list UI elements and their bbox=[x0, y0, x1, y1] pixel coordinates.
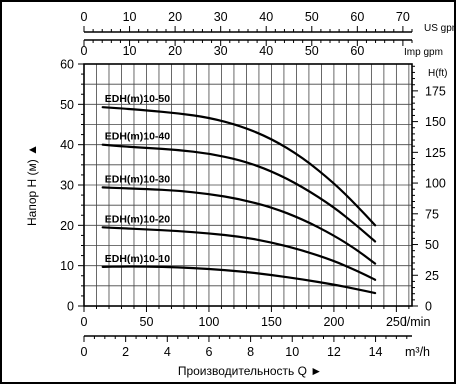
imp-gpm-tick-label: 20 bbox=[168, 44, 182, 58]
y-ft-tick-label: 150 bbox=[425, 115, 446, 129]
l-min-tick-label: 150 bbox=[261, 315, 282, 329]
us-gpm-tick-label: 40 bbox=[259, 10, 273, 24]
imp-gpm-tick-label: 10 bbox=[123, 44, 137, 58]
us-gpm-tick-label: 30 bbox=[214, 10, 228, 24]
series-line bbox=[101, 226, 377, 281]
imp-gpm-tick-label: 30 bbox=[214, 44, 228, 58]
imp-gpm-tick-label: 40 bbox=[259, 44, 273, 58]
m3h-tick-label: 10 bbox=[285, 345, 299, 359]
l-min-tick-label: 50 bbox=[140, 315, 154, 329]
m3h-tick-label: 14 bbox=[369, 345, 383, 359]
l-min-tick-label: 0 bbox=[81, 315, 88, 329]
y-ft-tick-label: 75 bbox=[425, 207, 439, 221]
grid-lines bbox=[84, 64, 412, 306]
y-ft-tick-label: 175 bbox=[425, 84, 446, 98]
imp-gpm-tick-label: 60 bbox=[350, 44, 364, 58]
y-ft-tick-label: 50 bbox=[425, 238, 439, 252]
y-ft-tick-label: 25 bbox=[425, 269, 439, 283]
y-m-tick-label: 60 bbox=[60, 58, 74, 72]
y-m-tick-label: 50 bbox=[60, 98, 74, 112]
m3h-tick-label: 6 bbox=[205, 345, 212, 359]
y-axis-title: Напор H (м) ▲ bbox=[25, 144, 39, 226]
series-group: EDH(m)10-50 EDH(m)10-40 EDH(m)10-30 EDH(m)1… bbox=[101, 93, 377, 295]
y-ft-unit-label: H(ft) bbox=[428, 68, 447, 79]
y-m-tick-label: 20 bbox=[60, 219, 74, 233]
us-gpm-tick-label: 60 bbox=[350, 10, 364, 24]
m3h-tick-label: 2 bbox=[122, 345, 129, 359]
l-min-unit-label: l/min bbox=[404, 315, 430, 329]
imp-gpm-tick-label: 0 bbox=[81, 44, 88, 58]
x-axis-title: Производительность Q ► bbox=[178, 364, 322, 378]
us-gpm-tick-label: 70 bbox=[396, 10, 410, 24]
series-label: EDH(m)10-30 bbox=[105, 173, 171, 185]
y-m-tick-label: 0 bbox=[67, 300, 74, 314]
series-line bbox=[101, 186, 377, 265]
m3h-tick-label: 12 bbox=[327, 345, 341, 359]
y-ft-tick-label: 0 bbox=[425, 300, 432, 314]
l-min-tick-label: 200 bbox=[323, 315, 344, 329]
series-label: EDH(m)10-20 bbox=[105, 213, 171, 225]
l-min-tick-label: 100 bbox=[199, 315, 220, 329]
y-m-tick-label: 40 bbox=[60, 138, 74, 152]
us-gpm-tick-label: 10 bbox=[123, 10, 137, 24]
imp-gpm-unit-label: Imp gpm bbox=[404, 47, 443, 58]
m3h-unit-label: m³/h bbox=[405, 345, 430, 359]
series-label: EDH(m)10-40 bbox=[105, 131, 171, 143]
series-line bbox=[101, 265, 377, 295]
us-gpm-unit-label: US gpm bbox=[424, 23, 456, 34]
series-label: EDH(m)10-10 bbox=[105, 253, 171, 265]
l-min-tick-label: 250 bbox=[386, 315, 407, 329]
y-m-tick-label: 30 bbox=[60, 179, 74, 193]
us-gpm-tick-label: 50 bbox=[305, 10, 319, 24]
us-gpm-tick-label: 0 bbox=[81, 10, 88, 24]
imp-gpm-tick-label: 50 bbox=[305, 44, 319, 58]
us-gpm-tick-label: 20 bbox=[168, 10, 182, 24]
series-line bbox=[101, 106, 377, 227]
y-ft-tick-label: 125 bbox=[425, 146, 446, 160]
y-m-tick-label: 10 bbox=[60, 259, 74, 273]
m3h-tick-label: 4 bbox=[164, 345, 171, 359]
m3h-tick-label: 0 bbox=[81, 345, 88, 359]
series-line bbox=[101, 143, 377, 243]
series-label: EDH(m)10-50 bbox=[105, 93, 171, 105]
y-ft-tick-label: 100 bbox=[425, 177, 446, 191]
m3h-tick-label: 8 bbox=[247, 345, 254, 359]
